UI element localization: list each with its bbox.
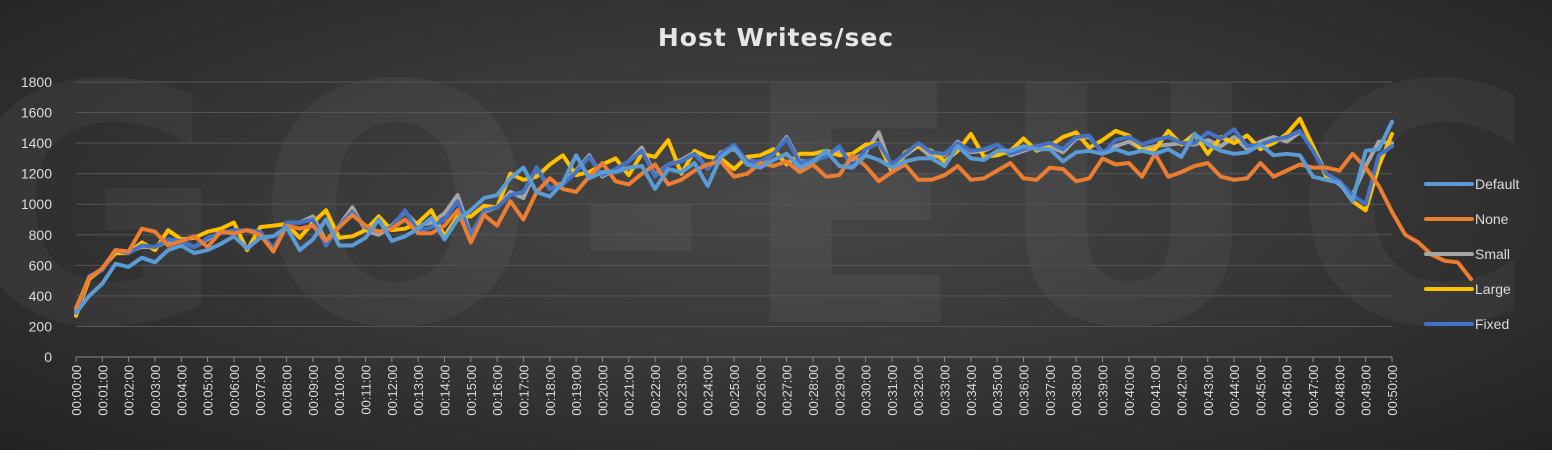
y-tick-label: 1400: [21, 135, 52, 151]
x-tick-label: 00:45:00: [1253, 365, 1268, 416]
grid-layer: [76, 81, 1392, 358]
x-tick-label: 00:48:00: [1332, 365, 1347, 416]
series-line-fixed: [74, 127, 1394, 315]
x-tick-label: 00:19:00: [569, 365, 584, 416]
x-tick-label: 00:47:00: [1306, 365, 1321, 416]
x-tick-label: 00:03:00: [148, 365, 163, 416]
x-tick-label: 00:27:00: [780, 365, 795, 416]
x-tick-label: 00:08:00: [280, 365, 295, 416]
y-axis: 0 200 400 600 800 1000 1200 1400 1600 1800: [21, 74, 52, 365]
x-tick-label: 00:35:00: [990, 365, 1005, 416]
y-tick-label: 200: [29, 318, 53, 334]
x-tick-label: 00:18:00: [543, 365, 558, 416]
x-tick-label: 00:15:00: [464, 365, 479, 416]
x-tick-label: 00:05:00: [201, 365, 216, 416]
series-line-large: [74, 116, 1394, 318]
legend-label-large: Large: [1475, 281, 1511, 297]
x-tick-label: 00:30:00: [859, 365, 874, 416]
legend-label-small: Small: [1475, 246, 1510, 262]
legend-label-default: Default: [1475, 176, 1519, 192]
x-tick-label: 00:23:00: [674, 365, 689, 416]
x-tick-label: 00:46:00: [1280, 365, 1295, 416]
x-tick-label: 00:39:00: [1095, 365, 1110, 416]
x-tick-label: 00:17:00: [516, 365, 531, 416]
x-axis: 00:00:00 00:01:00 00:02:00 00:03:00 00:04:00…: [69, 357, 1400, 416]
x-tick-label: 00:32:00: [911, 365, 926, 416]
y-tick-label: 0: [44, 349, 52, 365]
y-tick-label: 1600: [21, 105, 52, 121]
legend-label-fixed: Fixed: [1475, 316, 1509, 332]
x-tick-label: 00:10:00: [332, 365, 347, 416]
x-tick-label: 00:37:00: [1043, 365, 1058, 416]
chart-title: Host Writes/sec: [658, 23, 894, 52]
y-tick-label: 1200: [21, 166, 52, 182]
x-tick-label: 00:40:00: [1122, 365, 1137, 416]
x-tick-label: 00:24:00: [701, 365, 716, 416]
x-tick-label: 00:41:00: [1148, 365, 1163, 416]
y-tick-label: 1000: [21, 196, 52, 212]
x-tick-label: 00:33:00: [938, 365, 953, 416]
x-tick-label: 00:50:00: [1385, 365, 1400, 416]
x-tick-label: 00:31:00: [885, 365, 900, 416]
x-tick-label: 00:22:00: [648, 365, 663, 416]
legend-label-none: None: [1475, 211, 1509, 227]
series-line-default: [74, 119, 1394, 315]
x-tick-label: 00:01:00: [95, 365, 110, 416]
series-line-none: [74, 151, 1473, 311]
x-tick-label: 00:21:00: [622, 365, 637, 416]
x-tick-label: 00:12:00: [385, 365, 400, 416]
x-tick-label: 00:06:00: [227, 365, 242, 416]
x-tick-label: 00:20:00: [595, 365, 610, 416]
x-tick-label: 00:25:00: [727, 365, 742, 416]
x-tick-label: 00:11:00: [359, 365, 374, 415]
x-tick-label: 00:16:00: [490, 365, 505, 416]
x-tick-label: 00:00:00: [69, 365, 84, 416]
x-tick-label: 00:34:00: [964, 365, 979, 416]
x-tick-label: 00:29:00: [832, 365, 847, 416]
x-tick-label: 00:38:00: [1069, 365, 1084, 416]
x-tick-label: 00:13:00: [411, 365, 426, 416]
x-tick-label: 00:26:00: [753, 365, 768, 416]
y-tick-label: 600: [29, 257, 53, 273]
legend: Default None Small Large Fixed: [1424, 176, 1519, 332]
x-tick-label: 00:02:00: [122, 365, 137, 416]
x-tick-label: 00:28:00: [806, 365, 821, 416]
x-tick-label: 00:49:00: [1359, 365, 1374, 416]
x-tick-label: 00:36:00: [1017, 365, 1032, 416]
x-tick-label: 00:14:00: [437, 365, 452, 416]
y-tick-label: 800: [29, 227, 53, 243]
x-tick-label: 00:04:00: [174, 365, 189, 416]
watermark-text: GO-EUC: [0, 16, 1552, 400]
y-tick-label: 400: [29, 288, 53, 304]
series-lines: [74, 116, 1473, 318]
x-tick-label: 00:43:00: [1201, 365, 1216, 416]
x-tick-label: 00:09:00: [306, 365, 321, 416]
y-tick-label: 1800: [21, 74, 52, 90]
x-tick-label: 00:07:00: [253, 365, 268, 416]
x-tick-label: 00:42:00: [1174, 365, 1189, 416]
x-tick-label: 00:44:00: [1227, 365, 1242, 416]
